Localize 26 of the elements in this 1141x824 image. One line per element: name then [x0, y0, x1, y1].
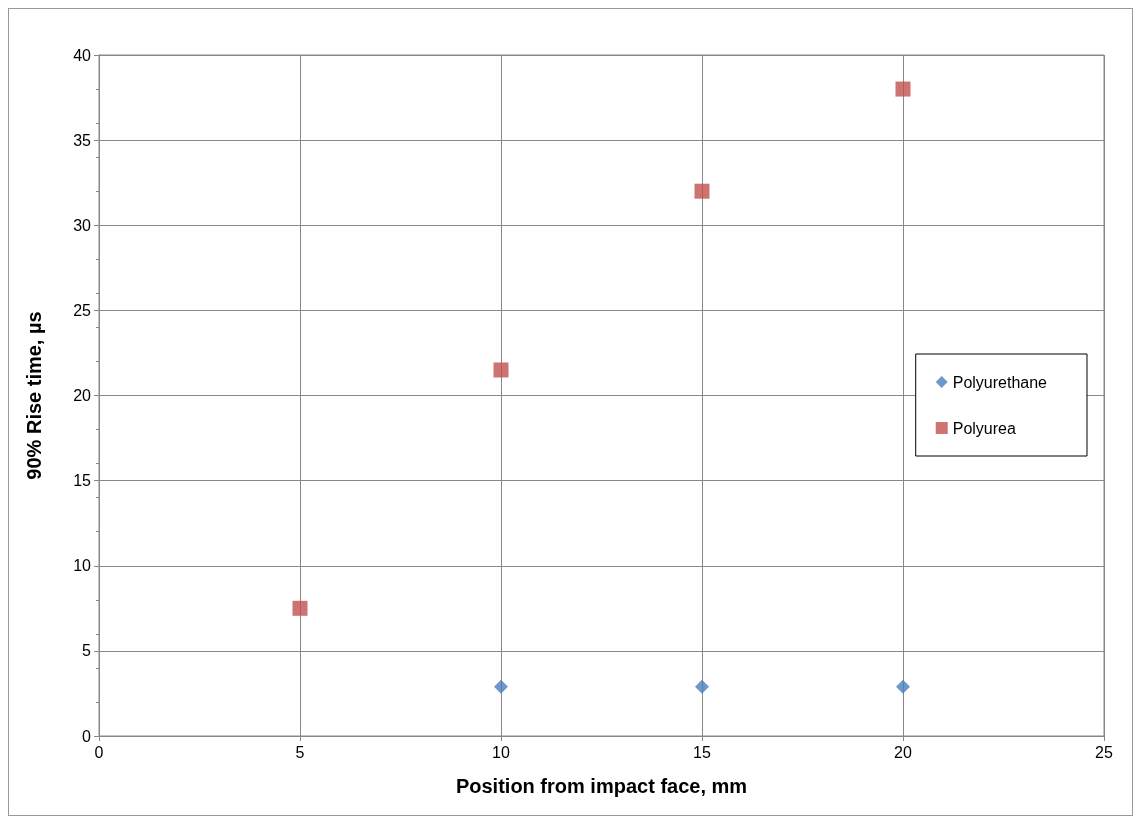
point	[292, 600, 308, 616]
y-tick-label: 30	[73, 216, 92, 234]
y-tick-label: 0	[82, 727, 92, 745]
x-tick-label: 5	[295, 743, 305, 761]
legend-label: Polyurethane	[952, 373, 1048, 391]
point	[493, 362, 509, 378]
y-tick-label: 40	[73, 46, 92, 64]
x-tick-label: 10	[492, 743, 510, 761]
y-tick-label: 5	[82, 642, 92, 660]
point	[695, 679, 709, 694]
legend-label: Polyurea	[952, 419, 1016, 437]
x-tick-label: 15	[693, 743, 711, 761]
y-tick-label: 15	[73, 472, 92, 490]
y-tick-label: 25	[73, 301, 92, 319]
x-tick-label: 20	[894, 743, 912, 761]
point	[494, 679, 508, 694]
y-tick-label: 10	[73, 557, 92, 575]
x-axis-title: Position from impact face, mm	[455, 775, 748, 797]
y-axis-title: 90% Rise time, µs	[23, 311, 45, 480]
x-tick-label: 25	[1095, 743, 1113, 761]
point	[896, 679, 910, 694]
point	[895, 81, 911, 97]
x-tick-label: 0	[94, 743, 104, 761]
point	[694, 183, 710, 199]
y-tick-label: 35	[73, 131, 92, 149]
y-tick-label: 20	[73, 387, 92, 404]
